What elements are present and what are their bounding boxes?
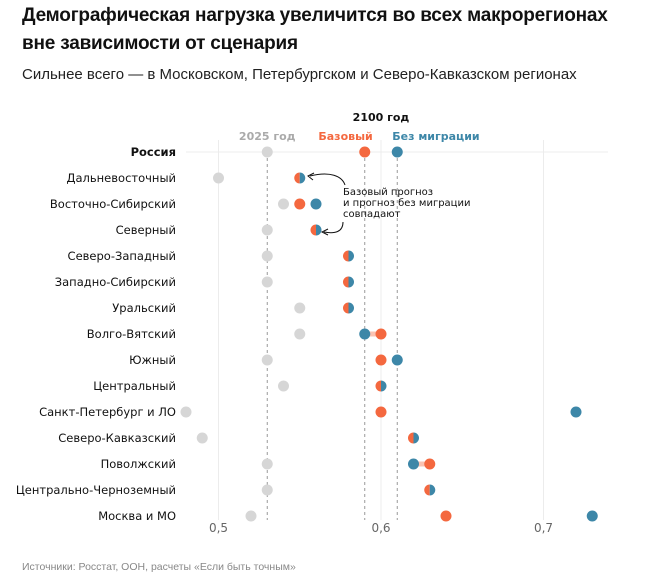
dot-coinciding-nomig-half bbox=[348, 276, 355, 288]
dot-base bbox=[375, 328, 387, 340]
dot-nomig bbox=[359, 328, 371, 340]
annotation-arrowhead-down bbox=[320, 228, 329, 236]
dot-coinciding-nomig-half bbox=[381, 380, 387, 392]
dot-coinciding-base-half bbox=[294, 172, 300, 184]
header-label: 2100 год bbox=[353, 111, 410, 124]
category-label: Поволжский bbox=[101, 457, 176, 471]
x-tick-label: 0,7 bbox=[534, 521, 553, 535]
annotation-text: и прогноз без миграции bbox=[343, 198, 470, 209]
dot-coinciding-base-half bbox=[343, 302, 349, 314]
category-label: Санкт-Петербург и ЛО bbox=[39, 405, 176, 419]
dot-2025 bbox=[294, 328, 306, 340]
legend-nomig: Без миграции bbox=[392, 130, 479, 143]
dot-2025 bbox=[245, 510, 257, 522]
dot-nomig bbox=[310, 198, 322, 210]
dot-coinciding-base-half bbox=[343, 276, 349, 288]
category-label: Уральский bbox=[112, 301, 176, 315]
dot-coinciding-nomig-half bbox=[348, 250, 355, 262]
dot-2025 bbox=[261, 146, 273, 158]
annotation-arrow-down bbox=[323, 221, 344, 234]
dot-2025 bbox=[294, 302, 306, 314]
title-line-1: Демографическая нагрузка увеличится во в… bbox=[22, 5, 608, 26]
dot-nomig bbox=[586, 510, 598, 522]
dot-coinciding-nomig-half bbox=[429, 484, 436, 496]
title-line-2: вне зависимости от сценария bbox=[22, 33, 298, 54]
category-label: Москва и МО bbox=[98, 509, 176, 523]
dot-2025 bbox=[261, 458, 273, 470]
category-label: Восточно-Сибирский bbox=[50, 197, 176, 211]
dot-nomig bbox=[391, 146, 403, 158]
dot-2025 bbox=[261, 484, 273, 496]
dot-coinciding-base-half bbox=[424, 484, 430, 496]
dot-coinciding-base-half bbox=[408, 432, 414, 444]
dot-2025 bbox=[180, 406, 192, 418]
chart-title: Демографическая нагрузка увеличится во в… bbox=[22, 2, 652, 58]
dot-2025 bbox=[261, 354, 273, 366]
x-tick-label: 0,6 bbox=[371, 521, 390, 535]
dot-base bbox=[424, 458, 436, 470]
category-label: Волго-Вятский bbox=[87, 327, 176, 341]
category-label: Центральный bbox=[93, 379, 176, 393]
dot-coinciding-base-half bbox=[310, 224, 316, 236]
category-label: Северный bbox=[116, 223, 176, 237]
dot-nomig bbox=[570, 406, 582, 418]
dot-coinciding-nomig-half bbox=[299, 172, 306, 184]
dot-base bbox=[359, 146, 371, 158]
annotation-arrowhead-up bbox=[307, 172, 315, 181]
dot-2025 bbox=[261, 250, 273, 262]
legend-2025: 2025 год bbox=[239, 130, 296, 143]
dot-2025 bbox=[278, 380, 289, 392]
dot-coinciding-nomig-half bbox=[413, 432, 420, 444]
dot-base bbox=[375, 354, 387, 366]
dot-base bbox=[375, 406, 387, 418]
dot-coinciding-nomig-half bbox=[316, 224, 322, 236]
dot-2025 bbox=[278, 198, 289, 210]
legend-base: Базовый bbox=[318, 130, 372, 143]
category-label: Дальневосточный bbox=[67, 171, 177, 185]
dot-base bbox=[440, 510, 452, 522]
chart-header: Демографическая нагрузка увеличится во в… bbox=[22, 2, 652, 83]
category-label: Южный bbox=[129, 353, 176, 367]
dot-2025 bbox=[261, 224, 273, 236]
annotation-text: Базовый прогноз bbox=[343, 187, 433, 198]
dot-base bbox=[294, 198, 306, 210]
category-label: Северо-Кавказский bbox=[58, 431, 176, 445]
source-note: Источники: Росстат, ООН, расчеты «Если б… bbox=[22, 561, 296, 573]
dot-coinciding-base-half bbox=[375, 380, 381, 392]
category-label: Западно-Сибирский bbox=[55, 275, 176, 289]
dot-coinciding-base-half bbox=[343, 250, 349, 262]
dot-2025 bbox=[213, 172, 224, 184]
annotation-arrow-up bbox=[309, 173, 346, 186]
category-label: Северо-Западный bbox=[68, 249, 176, 263]
dot-2025 bbox=[196, 432, 208, 444]
category-label: Центрально-Черноземный bbox=[16, 483, 176, 497]
dot-nomig bbox=[391, 354, 403, 366]
chart-subtitle: Сильнее всего — в Московском, Петербургс… bbox=[22, 66, 577, 83]
category-label: Россия bbox=[131, 145, 176, 159]
annotation-text: совпадают bbox=[343, 209, 401, 220]
dot-2025 bbox=[261, 276, 273, 288]
dot-nomig bbox=[408, 458, 419, 470]
dot-coinciding-nomig-half bbox=[348, 302, 355, 314]
x-tick-label: 0,5 bbox=[209, 521, 228, 535]
